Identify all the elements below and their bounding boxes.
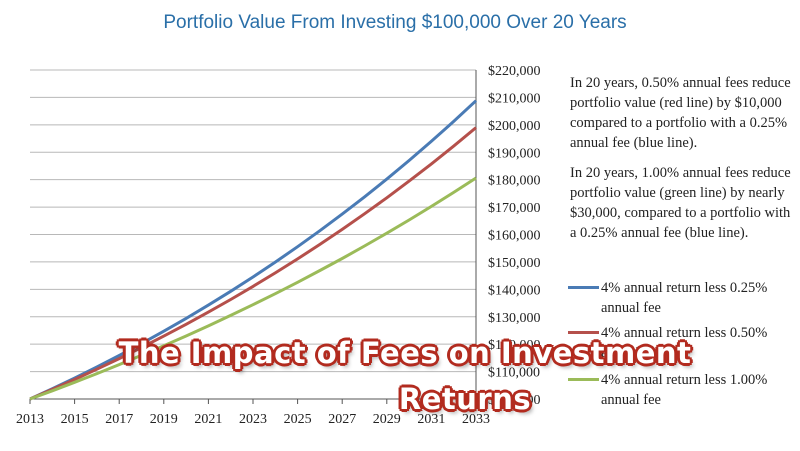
y-tick-label: $110,000 (488, 366, 540, 381)
legend-item-1.00-fee: 4% annual return less 1.00% annual fee (568, 370, 798, 410)
x-tick-label: 2023 (239, 412, 267, 427)
series-line-0 (29, 99, 478, 401)
series-line-2 (29, 176, 477, 401)
legend-swatch-green (568, 378, 599, 381)
x-tick-labels: 2013 2015 2017 2019 2021 2023 2025 2027 2029 2031… (16, 412, 490, 427)
y-tick-label: $100,000 (488, 393, 541, 408)
y-tick-label: $210,000 (488, 91, 541, 106)
y-tick-label: $140,000 (488, 283, 541, 298)
legend-swatch-blue (568, 286, 599, 289)
x-tick-label: 2013 (16, 412, 44, 427)
overlay-title-line-1: The Impact of Fees on Investment (118, 336, 692, 370)
y-tick-label: $190,000 (488, 146, 541, 161)
y-tick-labels: $100,000 $110,000 $120,000 $130,000 $140,000… (488, 64, 541, 408)
legend-item-0.50-fee: 4% annual return less 0.50% annual fee (568, 323, 798, 363)
y-tick-label: $180,000 (488, 174, 541, 189)
x-tick-label: 2017 (105, 412, 133, 427)
y-tick-label: $170,000 (488, 201, 541, 216)
y-tick-label: $130,000 (488, 311, 541, 326)
overlay-title-line-2: Returns (398, 382, 532, 416)
axes (29, 70, 477, 404)
y-tick-label: $150,000 (488, 256, 541, 271)
x-tick-label: 2029 (373, 412, 401, 427)
x-tick-label: 2027 (328, 412, 356, 427)
legend-label: 4% annual return less 1.00% annual fee (601, 372, 768, 408)
legend-item-0.25-fee: 4% annual return less 0.25% annual fee (568, 278, 798, 318)
legend-label: 4% annual return less 0.50% annual fee (601, 325, 768, 361)
legend-swatch-red (568, 331, 599, 334)
gridlines (30, 69, 476, 400)
x-tick-label: 2033 (462, 412, 490, 427)
x-tick-label: 2031 (417, 412, 445, 427)
overlay-title: The Impact of Fees on Investment Returns (60, 330, 750, 422)
series-line-1 (29, 126, 477, 401)
y-tick-label: $120,000 (488, 338, 541, 353)
x-tick-label: 2025 (284, 412, 312, 427)
y-tick-label: $160,000 (488, 229, 541, 244)
series-lines (29, 99, 478, 401)
x-tick-label: 2021 (194, 412, 222, 427)
annotation-red-vs-blue: In 20 years, 0.50% annual fees reduce po… (570, 75, 791, 151)
legend-label: 4% annual return less 0.25% annual fee (601, 280, 768, 316)
y-tick-label: $220,000 (488, 64, 541, 79)
annotation-green-vs-blue: In 20 years, 1.00% annual fees reduce po… (570, 165, 791, 241)
chart-title: Portfolio Value From Investing $100,000 … (163, 12, 627, 33)
x-tick-label: 2019 (150, 412, 178, 427)
y-tick-label: $200,000 (488, 119, 541, 134)
x-tick-label: 2015 (61, 412, 89, 427)
